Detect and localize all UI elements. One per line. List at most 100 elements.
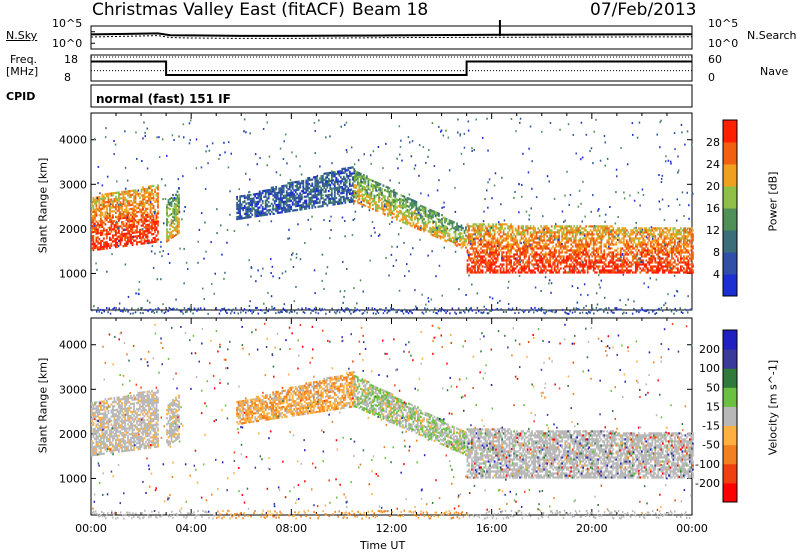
power-cell [320,175,323,178]
power-cell [122,224,125,228]
power-cell [472,251,475,254]
power-cell [115,211,117,215]
power-cell [468,239,470,242]
power-cell [690,271,693,274]
power-cell [264,207,267,210]
power-cell [358,190,361,193]
power-cell [687,227,690,230]
power-cell [535,251,538,254]
power-cell [396,192,398,195]
power-cell [424,212,427,215]
power-cell [531,247,533,250]
power-cell [152,237,155,240]
power-cell [561,255,564,258]
power-cell [628,251,631,254]
power-cell [148,197,150,200]
power-cell [634,261,637,264]
power-cell [303,199,306,202]
power-scatter [660,181,663,183]
power-cell [155,200,158,203]
power-cell [675,247,678,250]
power-cell [570,269,573,272]
power-cell [493,245,496,248]
power-cell [106,233,108,236]
power-scatter [427,155,429,158]
power-cell [625,269,628,272]
power-cell [450,240,452,243]
power-cell [597,227,600,230]
power-cell [146,241,149,244]
power-cell [317,179,320,182]
power-cell [329,199,332,202]
power-cell [356,171,359,174]
power-cell [472,225,475,228]
power-cell [477,225,479,228]
power-cell [634,265,637,268]
power-cell [333,195,336,198]
power-cell [297,180,300,183]
power-cell [640,245,643,248]
power-cell [689,267,691,270]
power-cell [350,172,353,175]
power-cell [336,172,339,175]
power-cell [598,265,601,268]
power-cell [628,247,631,250]
power-cell [414,210,416,213]
power-cell [311,182,314,185]
power-scatter [331,162,333,165]
power-cell [387,190,389,193]
power-cell [610,251,613,254]
power-cell [288,187,291,191]
power-cell [103,243,105,246]
power-cell [640,253,643,256]
power-scatter [160,245,162,248]
power-cell [583,233,586,236]
power-cell [430,209,433,212]
power-cell [538,243,541,246]
power-scatter [353,196,355,199]
power-cell [245,214,248,217]
power-cell [598,255,601,258]
power-cell [624,235,627,238]
power-cell [565,225,568,228]
power-cell [675,237,678,240]
power-cell [450,219,452,223]
power-cell [564,241,567,244]
power-cell [356,183,359,186]
power-cell [237,215,240,218]
power-cell [300,194,303,197]
power-cell [133,205,135,208]
power-cell [240,205,243,208]
power-cell [388,205,391,208]
power-cell [372,185,374,189]
power-cell [654,251,657,254]
power-cell [145,207,147,211]
power-cell [646,253,649,256]
power-cell [263,213,266,217]
power-cell [510,245,512,248]
power-cell [282,204,285,208]
power-cell [559,263,562,266]
power-cell [255,215,258,218]
power-cell [519,231,521,234]
power-cell [236,195,238,199]
power-cell [669,227,672,230]
power-cell [463,239,466,242]
power-cell [367,194,370,197]
power-cell [417,207,419,210]
power-cell [326,180,329,183]
power-cell [373,186,376,189]
power-cell [631,263,634,266]
power-cell [493,267,496,270]
power-cell [573,257,576,260]
power-cell [640,255,643,258]
power-cell [373,202,376,205]
power-cell [297,188,300,191]
power-cell [603,235,606,238]
power-cell [686,261,688,264]
power-cell [403,211,406,214]
power-cell [317,193,320,196]
power-cell [513,255,515,258]
power-cell [573,237,576,240]
power-cell [532,237,535,240]
